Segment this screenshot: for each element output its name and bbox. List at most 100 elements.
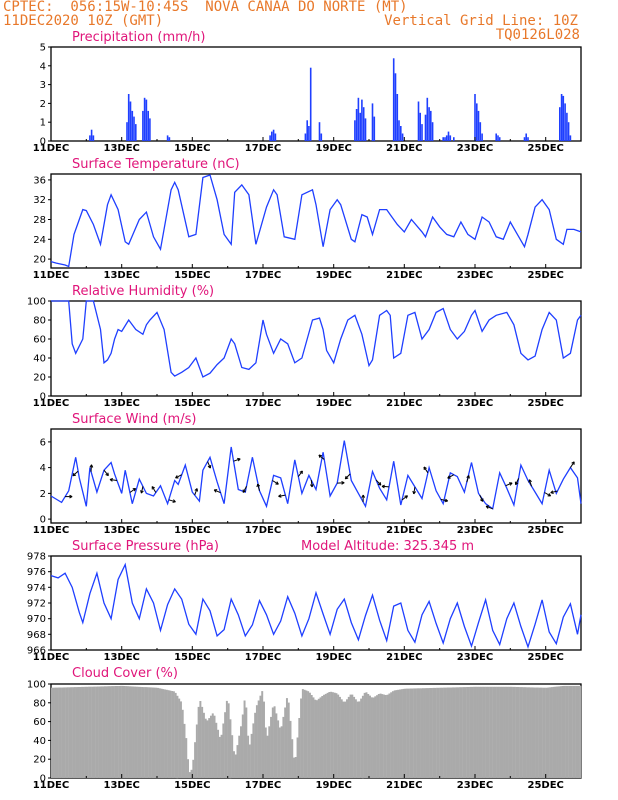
cloud-area-strip <box>195 724 198 778</box>
cloud-area-strip <box>312 697 315 778</box>
cloud-area-strip <box>102 686 105 778</box>
humidity-x-tick-label: 21DEC <box>386 398 422 409</box>
precip-x-tick-label: 11DEC <box>33 143 69 154</box>
precip-bar <box>357 97 360 141</box>
wind-arrow-head <box>173 499 176 503</box>
cloud-area-strip <box>432 687 435 778</box>
wind-arrow-shaft <box>401 495 408 501</box>
temp-title: Surface Temperature (nC) <box>72 157 240 172</box>
cloud-area-strip <box>155 687 158 778</box>
precip-x-tick-label: 19DEC <box>316 143 352 154</box>
cloud-area-strip <box>418 688 421 778</box>
cloud-area-strip <box>88 686 91 778</box>
cloud-area-strip <box>255 705 258 778</box>
cloud-area-strip <box>160 688 163 778</box>
precip-bar <box>477 110 480 141</box>
cloud-area-strip <box>390 692 393 778</box>
cloud-y-tick-label: 20 <box>33 755 46 766</box>
precip-bar <box>569 135 572 141</box>
pressure-x-tick-label: 13DEC <box>104 652 140 663</box>
cloud-area-strip <box>497 686 500 778</box>
cloud-area-strip <box>317 698 320 778</box>
cloud-area-strip <box>264 727 267 778</box>
cloud-area-strip <box>429 688 432 778</box>
cloud-area-strip <box>467 687 470 778</box>
cloud-area-strip <box>148 687 151 778</box>
precip-bar <box>166 135 169 141</box>
cloud-area-strip <box>443 687 446 778</box>
wind-arrow-shaft <box>466 475 470 483</box>
cloud-area-strip <box>324 693 327 778</box>
cloud-area-strip <box>139 686 142 778</box>
precip-bar <box>304 133 307 141</box>
cloud-area-strip <box>349 694 352 778</box>
pressure-y-tick-label: 976 <box>27 567 46 578</box>
wind-arrow-shaft <box>569 461 575 468</box>
cloud-area-strip <box>263 701 265 778</box>
header-grid-note: Vertical Grid Line: 10Z <box>384 13 578 29</box>
precip-bar <box>525 133 527 141</box>
cloud-area-strip <box>52 687 55 778</box>
wind-y-tick-label: 6 <box>40 437 46 448</box>
precip-bar <box>447 131 450 141</box>
cloud-area-strip <box>430 688 433 778</box>
precip-bar <box>495 133 497 141</box>
cloud-area-strip <box>197 706 200 778</box>
wind-arrow-shaft <box>207 461 211 469</box>
wind-arrow-shaft <box>242 486 247 493</box>
cloud-area-strip <box>577 685 580 778</box>
precip-bar <box>479 122 482 141</box>
cloud-area-strip <box>413 688 416 778</box>
cloud-area-strip <box>326 692 329 778</box>
wind-arrow-shaft <box>544 492 551 497</box>
cloud-area-strip <box>556 686 559 778</box>
wind-arrow-shaft <box>515 478 520 485</box>
cloud-area-strip <box>271 707 274 778</box>
wind-arrow-shaft <box>479 494 484 502</box>
precip-bar <box>421 124 423 141</box>
cloud-area-strip <box>225 700 228 778</box>
cloud-area-strip <box>268 726 271 778</box>
cloud-area-strip <box>204 718 207 778</box>
cloud-area-strip <box>409 688 412 778</box>
cloud-area-strip <box>439 687 442 778</box>
precip-bar <box>92 135 95 141</box>
precip-bar <box>373 116 376 141</box>
cloud-area-strip <box>563 685 566 778</box>
temp-x-tick-label: 13DEC <box>104 270 140 281</box>
cloud-area-strip <box>358 701 361 778</box>
humidity-x-tick-label: 11DEC <box>33 398 69 409</box>
cloud-area-strip <box>217 729 220 778</box>
pressure-y-tick-label: 972 <box>27 599 46 610</box>
cloud-area-strip <box>499 686 502 778</box>
cloud-area-strip <box>542 687 545 778</box>
cloud-area-strip <box>135 686 138 778</box>
cloud-area-strip <box>167 690 170 778</box>
cloud-area-strip <box>121 685 124 778</box>
wind-x-tick-label: 21DEC <box>386 525 422 536</box>
cloud-area-strip <box>185 738 188 778</box>
humidity-y-tick-label: 20 <box>33 373 46 384</box>
cloud-area-strip <box>172 691 175 778</box>
wind-arrow-shaft <box>151 486 157 493</box>
precip-bar <box>361 99 363 141</box>
precip-bar <box>271 131 273 141</box>
cloud-area-strip <box>372 697 375 778</box>
cloud-area-strip <box>266 735 269 778</box>
wind-arrow-shaft <box>413 486 416 494</box>
cloud-area-strip <box>508 686 511 778</box>
temp-line <box>50 174 582 268</box>
precip-bar <box>143 97 146 141</box>
wind-arrow-head <box>194 488 198 491</box>
wind-y-tick-label: 0 <box>40 515 46 526</box>
cloud-area-strip <box>476 686 479 778</box>
cloud-area-strip <box>369 695 371 778</box>
cloud-area-strip <box>328 692 331 778</box>
precip-bar <box>149 118 151 141</box>
humidity-x-tick-label: 13DEC <box>104 398 140 409</box>
precip-bar <box>145 99 148 141</box>
cloud-area-strip <box>284 707 287 778</box>
cloud-area-strip <box>565 685 568 778</box>
cloud-area-strip <box>342 701 345 778</box>
cloud-area-strip <box>422 688 424 778</box>
